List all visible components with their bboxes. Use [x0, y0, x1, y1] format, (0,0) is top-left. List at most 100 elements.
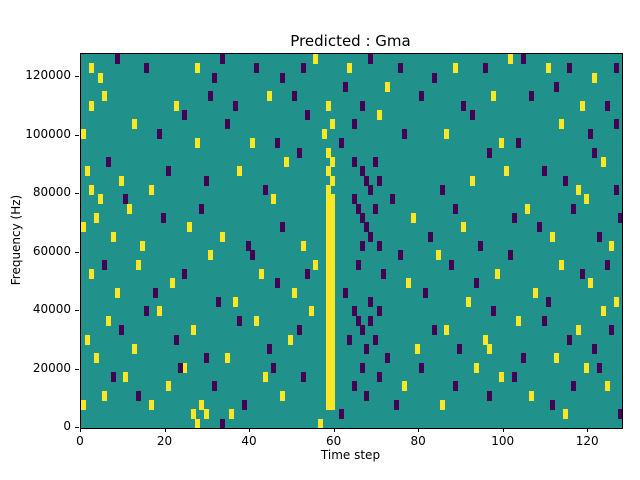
heatmap-cell-low [355, 315, 361, 326]
heatmap-cell-high [93, 353, 99, 364]
heatmap-cell-low [347, 334, 353, 345]
x-axis-label: Time step [320, 448, 381, 462]
heatmap-cell-high [169, 278, 175, 289]
heatmap-cell-high [330, 399, 336, 410]
heatmap-cell-high [93, 212, 99, 223]
heatmap-cell-high [326, 278, 332, 289]
heatmap-cell-low [364, 222, 370, 233]
heatmap-cell-high [490, 91, 496, 102]
heatmap-cell-high [326, 269, 332, 280]
heatmap-cell-high [545, 63, 551, 74]
heatmap-cell-high [165, 381, 171, 392]
heatmap-cell-low [275, 138, 281, 149]
heatmap-cell-low [613, 184, 619, 195]
heatmap-cell-low [617, 212, 622, 223]
heatmap-cell-low [596, 231, 602, 242]
heatmap-cell-high [330, 297, 336, 308]
heatmap-cell-high [326, 194, 332, 205]
heatmap-cell-low [110, 371, 116, 382]
heatmap-cell-high [495, 269, 501, 280]
x-tick-mark [80, 428, 81, 432]
heatmap-cell-low [359, 100, 365, 111]
heatmap-cell-low [381, 269, 387, 280]
heatmap-cell-high [131, 119, 137, 130]
heatmap-cell-high [330, 306, 336, 317]
heatmap-cell-low [368, 231, 374, 242]
chart-title: Predicted : Gma [290, 32, 411, 50]
heatmap-cell-high [326, 250, 332, 261]
heatmap-cell-high [81, 128, 86, 139]
heatmap-cell-high [583, 194, 589, 205]
heatmap-cell-high [148, 399, 154, 410]
heatmap-cell-high [486, 343, 492, 354]
heatmap-cell-high [605, 381, 611, 392]
heatmap-cell-low [144, 63, 150, 74]
heatmap-cell-high [326, 212, 332, 223]
heatmap-cell-low [250, 250, 256, 261]
heatmap-cell-low [562, 175, 568, 186]
heatmap-cell-low [617, 409, 622, 420]
heatmap-cell-high [119, 175, 125, 186]
heatmap-cell-low [457, 343, 463, 354]
heatmap-cell-high [326, 381, 332, 392]
heatmap-cell-low [474, 278, 480, 289]
heatmap-cell-high [228, 409, 234, 420]
heatmap-cell-high [330, 175, 336, 186]
heatmap-cell-high [499, 138, 505, 149]
heatmap-cell-low [452, 381, 458, 392]
heatmap-cell-high [207, 250, 213, 261]
heatmap-cell-low [135, 390, 141, 401]
heatmap-cell-high [613, 297, 619, 308]
heatmap-cell-high [250, 138, 256, 149]
heatmap-cell-high [600, 156, 606, 167]
heatmap-cell-high [97, 194, 103, 205]
heatmap-cell-low [567, 334, 573, 345]
heatmap-cell-high [190, 409, 196, 420]
heatmap-cell-low [182, 110, 188, 121]
heatmap-cell-high [414, 343, 420, 354]
x-tick-mark [333, 428, 335, 432]
heatmap-cell-low [212, 381, 218, 392]
heatmap-cell-low [423, 287, 429, 298]
heatmap-cell-high [300, 241, 306, 251]
heatmap-cell-high [330, 119, 336, 130]
heatmap-cell-high [195, 63, 201, 74]
heatmap-cell-high [465, 297, 471, 308]
heatmap-cell-high [330, 362, 336, 373]
heatmap-cell-high [292, 287, 298, 298]
heatmap-cell-high [237, 166, 243, 177]
heatmap-cell-high [106, 315, 112, 326]
heatmap-cell-high [609, 241, 615, 251]
heatmap-cell-high [347, 63, 353, 74]
heatmap-cell-high [288, 334, 294, 345]
heatmap-cell-high [385, 82, 391, 93]
heatmap-cell-high [330, 250, 336, 261]
heatmap-cell-high [283, 156, 289, 167]
heatmap-cell-high [550, 231, 556, 242]
heatmap-cell-high [326, 362, 332, 373]
heatmap-cell-high [330, 353, 336, 364]
heatmap-cell-low [351, 381, 357, 392]
x-tick-label: 0 [76, 434, 84, 448]
heatmap-cell-low [588, 128, 594, 139]
heatmap-cell-high [330, 334, 336, 345]
heatmap-cell-high [330, 231, 336, 242]
heatmap-cell-high [89, 269, 95, 280]
heatmap-cell-high [575, 325, 581, 336]
heatmap-cell-low [376, 175, 382, 186]
heatmap-cell-high [326, 100, 332, 111]
heatmap-cell-low [550, 399, 556, 410]
heatmap-cell-high [321, 128, 327, 139]
heatmap-cell-low [106, 156, 112, 167]
x-tick-mark [502, 428, 504, 432]
y-tick-label: 60000 [32, 243, 71, 258]
heatmap-cell-high [330, 259, 336, 270]
heatmap-cell-low [461, 100, 467, 111]
heatmap-cell-high [313, 259, 319, 270]
heatmap-cell-low [351, 156, 357, 167]
heatmap-cell-high [452, 63, 458, 74]
heatmap-cell-high [440, 399, 446, 410]
y-tick-label: 0 [63, 419, 71, 433]
heatmap-cell-high [140, 241, 146, 251]
